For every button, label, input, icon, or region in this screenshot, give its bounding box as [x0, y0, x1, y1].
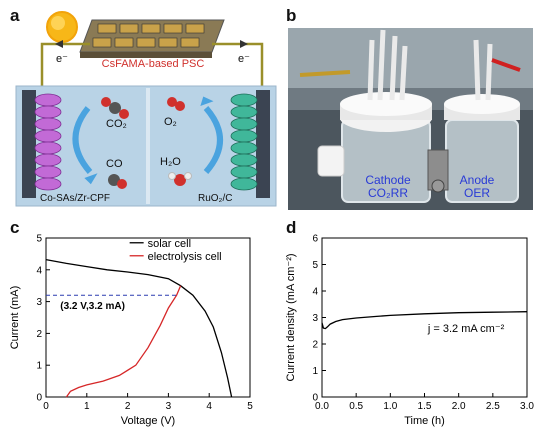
- panel-label-d: d: [286, 218, 297, 237]
- anode-photo-label-line1: Anode: [459, 173, 495, 187]
- h2o-label: H₂O: [160, 156, 181, 168]
- x-tick-label: 0: [43, 401, 49, 412]
- series-line-0: [321, 311, 528, 330]
- psc-label: CsFAMA-based PSC: [101, 58, 205, 70]
- y-tick-label: 1: [312, 366, 318, 377]
- x-tick-label: 1.0: [383, 401, 397, 412]
- operating-point-annotation: (3.2 V,3.2 mA): [60, 301, 125, 312]
- x-tick-label: 4: [206, 401, 212, 412]
- x-tick-label: 3.0: [520, 401, 534, 412]
- x-tick-label: 0.0: [315, 401, 329, 412]
- legend-entry: solar cell: [148, 238, 191, 250]
- cathode-electrode: [22, 90, 62, 198]
- x-tick-label: 3: [166, 401, 172, 412]
- y-tick-label: 2: [36, 329, 42, 340]
- co-label: CO: [106, 158, 123, 170]
- y-tick-label: 1: [36, 361, 42, 372]
- y-axis-label: Current density (mA cm⁻²): [285, 253, 297, 381]
- anode-electrode: [230, 90, 270, 198]
- h2o-molecule-icon: [168, 172, 192, 186]
- current-density-annotation: j = 3.2 mA cm⁻²: [427, 323, 505, 335]
- electron-left-label: e⁻: [56, 53, 68, 65]
- x-tick-label: 2: [125, 401, 131, 412]
- y-tick-label: 5: [312, 260, 318, 271]
- psc-module: [79, 19, 225, 58]
- plot-frame: [45, 237, 251, 398]
- series-line-0: [45, 258, 233, 398]
- co2-label: CO₂: [106, 118, 127, 130]
- panel-label-b: b: [286, 6, 297, 25]
- y-tick-label: 2: [312, 340, 318, 351]
- o2-label: O₂: [164, 116, 177, 128]
- legend-entry: electrolysis cell: [148, 251, 222, 263]
- o2-molecule-icon: [167, 97, 185, 111]
- x-tick-label: 0.5: [349, 401, 363, 412]
- anode-photo-label-line2: OER: [463, 186, 490, 200]
- cathode-photo-label-line2: CO₂RR: [368, 186, 408, 200]
- y-tick-label: 6: [312, 234, 318, 245]
- electron-right-label: e⁻: [238, 53, 250, 65]
- x-axis-label: Time (h): [404, 415, 445, 427]
- x-tick-label: 1: [84, 401, 90, 412]
- co-molecule-icon: [108, 174, 127, 189]
- panel-label-c: c: [10, 218, 20, 237]
- series-line-1: [65, 285, 182, 398]
- y-tick-label: 0: [36, 393, 42, 404]
- x-tick-label: 2.0: [452, 401, 466, 412]
- y-tick-label: 3: [36, 297, 42, 308]
- y-tick-label: 4: [36, 265, 42, 276]
- cathode-photo-label-line1: Cathode: [365, 173, 411, 187]
- co2-molecule-icon: [101, 97, 129, 119]
- plot-frame: [321, 237, 528, 398]
- cathode-photo-label: Cathode CO₂RR: [358, 174, 418, 200]
- y-tick-label: 4: [312, 287, 318, 298]
- y-tick-label: 0: [312, 393, 318, 404]
- x-axis-label: Voltage (V): [121, 415, 175, 427]
- anode-photo-label: Anode OER: [452, 174, 502, 200]
- sun-icon: [46, 11, 78, 43]
- cathode-catalyst-label: Co-SAs/Zr-CPF: [40, 193, 110, 204]
- y-tick-label: 3: [312, 313, 318, 324]
- y-axis-label: Current (mA): [9, 286, 21, 350]
- panel-label-a: a: [10, 6, 20, 25]
- anode-catalyst-label: RuO₂/C: [198, 193, 233, 204]
- x-tick-label: 5: [247, 401, 253, 412]
- x-tick-label: 1.5: [418, 401, 432, 412]
- x-tick-label: 2.5: [486, 401, 500, 412]
- y-tick-label: 5: [36, 234, 42, 245]
